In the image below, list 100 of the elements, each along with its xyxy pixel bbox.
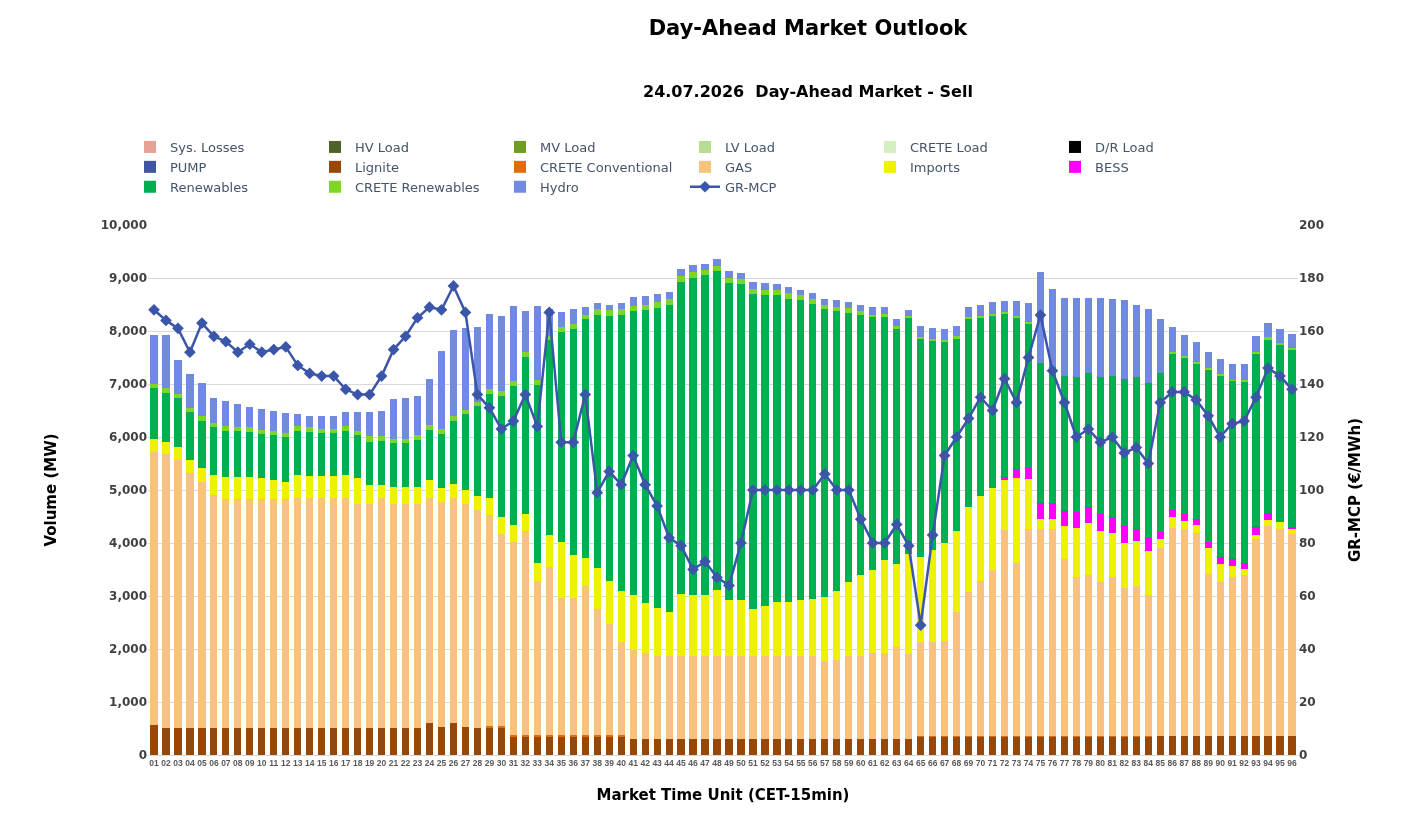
legend-label: CRETE Renewables [355, 179, 480, 195]
x-tick-label: 86 [1167, 758, 1178, 769]
x-tick-label: 71 [987, 758, 998, 769]
x-tick-label: 11 [269, 758, 279, 769]
x-tick-label: 54 [784, 758, 794, 769]
x-tick-label: 47 [700, 758, 711, 769]
x-tick-label: 51 [748, 758, 758, 769]
x-tick-label: 73 [1011, 758, 1022, 769]
x-tick-label: 37 [580, 758, 591, 769]
y2-tick-label: 60 [1299, 589, 1316, 604]
x-tick-label: 78 [1071, 758, 1082, 769]
x-tick-label: 08 [233, 758, 243, 769]
y-tick-label: 0 [138, 748, 147, 763]
y2-tick-label: 40 [1299, 642, 1316, 657]
legend-label: CRETE Load [910, 140, 988, 156]
y2-tick-label: 0 [1299, 748, 1308, 763]
legend-label: Sys. Losses [170, 140, 245, 156]
legend-label: CRETE Conventional [540, 159, 673, 175]
x-tick-label: 46 [688, 758, 699, 769]
x-tick-label: 87 [1179, 758, 1190, 769]
y-tick-label: 6,000 [109, 430, 147, 445]
x-tick-label: 40 [616, 758, 627, 769]
x-tick-label: 32 [520, 758, 531, 769]
x-tick-label: 09 [245, 758, 255, 769]
x-tick-label: 88 [1191, 758, 1202, 769]
x-tick-label: 92 [1239, 758, 1250, 769]
x-tick-label: 22 [400, 758, 411, 769]
x-tick-label: 19 [364, 758, 375, 769]
x-tick-label: 91 [1227, 758, 1238, 769]
y2-tick-label: 200 [1299, 218, 1325, 233]
x-tick-label: 59 [844, 758, 854, 769]
x-tick-label: 01 [149, 758, 159, 769]
legend-label: BESS [1095, 159, 1129, 175]
x-tick-label: 56 [808, 758, 818, 769]
x-tick-label: 14 [304, 758, 315, 769]
x-tick-label: 62 [879, 758, 890, 769]
y-tick-label: 10,000 [100, 218, 147, 233]
x-tick-label: 17 [340, 758, 351, 769]
y2-tick-label: 100 [1299, 483, 1325, 498]
x-tick-label: 52 [760, 758, 770, 769]
x-tick-label: 70 [975, 758, 986, 769]
y-axis-title: Volume (MW) [41, 433, 60, 547]
x-tick-label: 75 [1035, 758, 1046, 769]
legend-label: MV Load [540, 140, 596, 156]
x-tick-label: 05 [197, 758, 207, 769]
y-tick-label: 2,000 [109, 642, 147, 657]
x-tick-label: 50 [736, 758, 746, 769]
x-tick-label: 24 [424, 758, 435, 769]
x-tick-label: 10 [257, 758, 267, 769]
x-tick-label: 81 [1107, 758, 1118, 769]
x-tick-label: 15 [316, 758, 327, 769]
y-tick-label: 7,000 [109, 377, 147, 392]
x-tick-label: 30 [496, 758, 507, 769]
x-tick-label: 79 [1083, 758, 1094, 769]
x-axis-title: Market Time Unit (CET-15min) [596, 786, 850, 805]
x-tick-label: 39 [604, 758, 615, 769]
y2-axis-title: GR-MCP (€/MWh) [1346, 417, 1365, 563]
legend-label: Renewables [170, 179, 249, 195]
y2-tick-label: 80 [1299, 536, 1316, 551]
x-tick-label: 67 [939, 758, 950, 769]
x-tick-label: 60 [856, 758, 866, 769]
x-tick-label: 36 [568, 758, 579, 769]
legend-label: PUMP [170, 159, 207, 175]
x-tick-label: 89 [1203, 758, 1214, 769]
x-tick-label: 49 [724, 758, 734, 769]
x-tick-label: 07 [221, 758, 231, 769]
y2-tick-label: 180 [1299, 271, 1325, 286]
x-tick-label: 35 [556, 758, 567, 769]
x-tick-label: 90 [1215, 758, 1226, 769]
x-tick-label: 53 [772, 758, 782, 769]
y-tick-label: 1,000 [109, 695, 147, 710]
x-tick-label: 21 [388, 758, 399, 769]
y-tick-label: 9,000 [109, 271, 147, 286]
x-tick-label: 64 [903, 758, 914, 769]
y-tick-label: 4,000 [109, 536, 147, 551]
x-tick-label: 42 [640, 758, 651, 769]
x-tick-label: 84 [1143, 758, 1154, 769]
x-tick-label: 20 [376, 758, 387, 769]
x-tick-label: 03 [173, 758, 183, 769]
x-tick-label: 48 [712, 758, 722, 769]
x-tick-label: 83 [1131, 758, 1142, 769]
legend-label: Imports [910, 159, 961, 175]
y-tick-label: 3,000 [109, 589, 147, 604]
x-tick-label: 93 [1251, 758, 1262, 769]
x-tick-label: 12 [281, 758, 291, 769]
x-tick-label: 43 [652, 758, 663, 769]
x-tick-label: 68 [951, 758, 962, 769]
x-tick-label: 38 [592, 758, 603, 769]
x-tick-label: 31 [508, 758, 519, 769]
y2-tick-label: 20 [1299, 695, 1316, 710]
x-tick-label: 06 [209, 758, 219, 769]
x-tick-label: 82 [1119, 758, 1130, 769]
legend-label: D/R Load [1095, 140, 1154, 156]
x-tick-label: 23 [412, 758, 423, 769]
x-tick-label: 02 [161, 758, 171, 769]
chart-subtitle: 24.07.2026 Day-Ahead Market - Sell [643, 82, 973, 101]
x-tick-label: 76 [1047, 758, 1058, 769]
x-tick-label: 58 [832, 758, 842, 769]
x-tick-label: 85 [1155, 758, 1166, 769]
x-tick-label: 28 [472, 758, 483, 769]
